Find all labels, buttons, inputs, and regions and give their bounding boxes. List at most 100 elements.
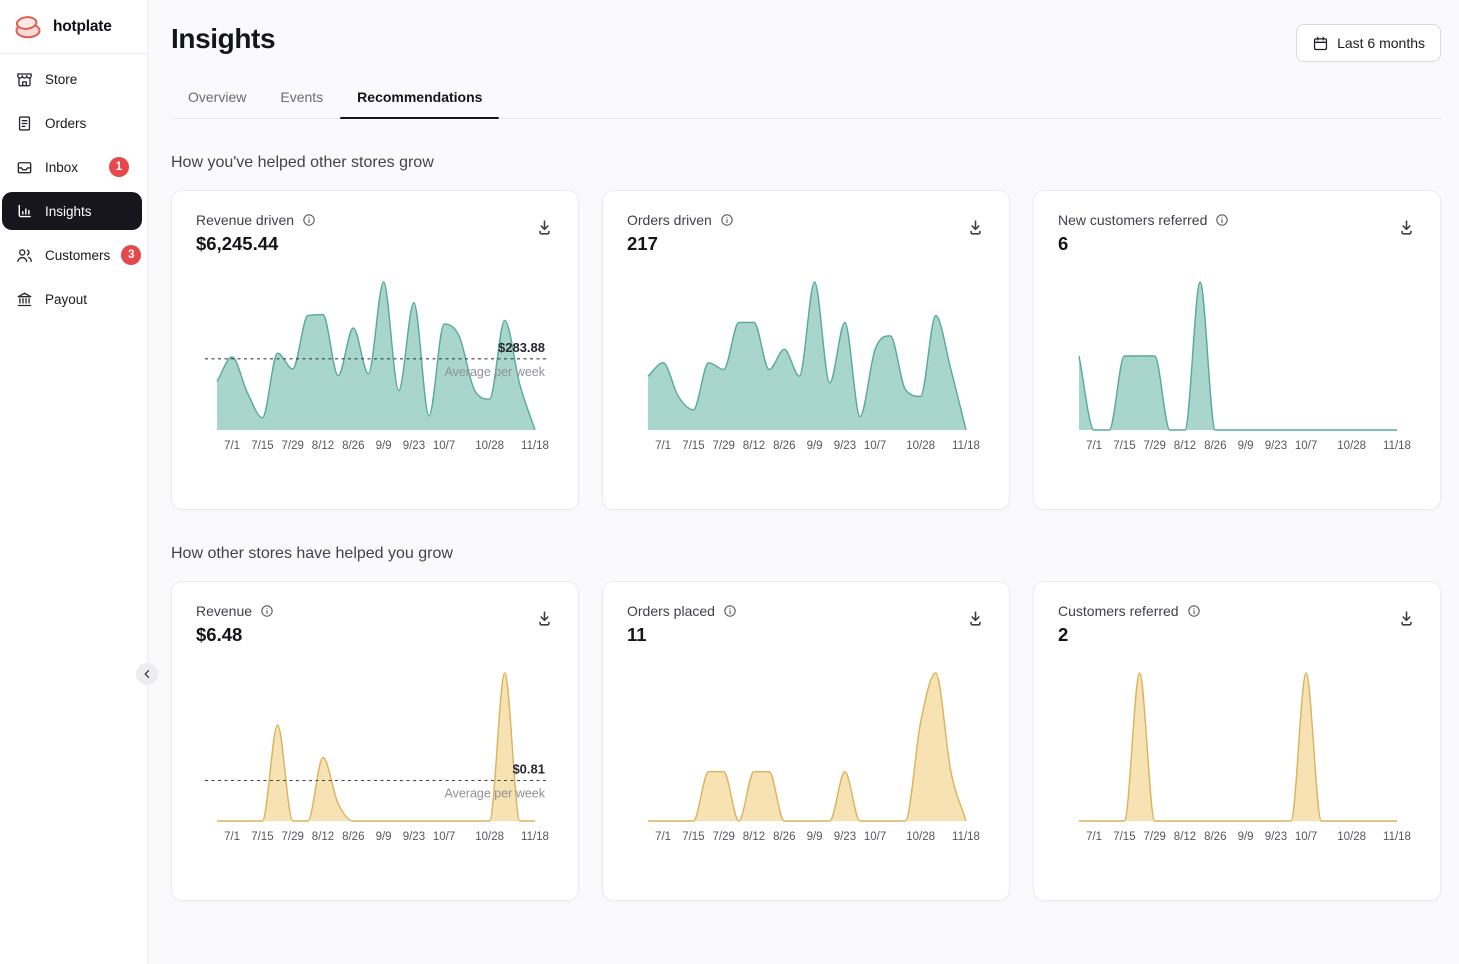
svg-text:7/1: 7/1: [655, 831, 671, 843]
sidebar-collapse-button[interactable]: [136, 663, 158, 685]
svg-text:10/28: 10/28: [906, 831, 935, 843]
svg-text:11/18: 11/18: [1383, 831, 1411, 843]
download-button[interactable]: [1393, 214, 1420, 241]
svg-text:11/18: 11/18: [521, 831, 549, 843]
download-button[interactable]: [962, 214, 989, 241]
svg-text:9/9: 9/9: [1238, 440, 1254, 452]
metric-value: 6: [1058, 233, 1069, 254]
page-title: Insights: [171, 23, 276, 54]
svg-text:9/23: 9/23: [834, 440, 856, 452]
sidebar-item-inbox[interactable]: Inbox 1: [0, 145, 147, 189]
svg-text:7/1: 7/1: [224, 831, 240, 843]
svg-text:9/23: 9/23: [403, 831, 425, 843]
logo: hotplate: [0, 0, 147, 54]
people-icon: [15, 246, 34, 265]
svg-text:11/18: 11/18: [952, 440, 980, 452]
metric-label: New customers referred: [1058, 212, 1208, 228]
svg-text:8/26: 8/26: [773, 440, 795, 452]
metric-card-new-customers-referred: New customers referred 6 7/1 7/15 7/29 8/12…: [1033, 190, 1441, 510]
svg-text:8/26: 8/26: [1204, 440, 1226, 452]
svg-text:10/7: 10/7: [864, 440, 886, 452]
area-chart-customers-referred: 7/1 7/15 7/29 8/12 8/26 9/9 9/23 10/7 10/28 11/18: [1078, 672, 1411, 843]
receipt-icon: [15, 114, 34, 133]
chevron-left-icon: [141, 668, 153, 680]
info-icon[interactable]: [1187, 604, 1201, 618]
svg-text:10/28: 10/28: [906, 440, 935, 452]
customers-badge: 3: [121, 245, 142, 265]
svg-text:7/15: 7/15: [251, 440, 273, 452]
tab-events[interactable]: Events: [280, 89, 324, 105]
section-heading: How you've helped other stores grow: [171, 154, 434, 171]
metric-card-customers-referred: Customers referred 2 7/1 7/15 7/29 8/12 8/26…: [1033, 581, 1441, 901]
sidebar-item-payout[interactable]: Payout: [0, 277, 147, 321]
svg-text:8/26: 8/26: [342, 440, 364, 452]
metric-card-revenue: Revenue $6.48 $0.81 Average per week 7/1 7/…: [171, 581, 579, 901]
metric-value: 2: [1058, 624, 1069, 645]
svg-text:7/29: 7/29: [282, 440, 304, 452]
tab-overview[interactable]: Overview: [188, 89, 247, 105]
svg-text:11/18: 11/18: [952, 831, 980, 843]
hotplate-logo-icon: [12, 11, 44, 43]
cards-row: Revenue driven $6,245.44 $283.88 Average …: [171, 190, 1441, 510]
metric-value: 217: [627, 233, 658, 254]
svg-text:9/9: 9/9: [376, 831, 392, 843]
svg-text:10/7: 10/7: [1295, 831, 1317, 843]
bank-icon: [15, 290, 34, 309]
svg-text:9/9: 9/9: [807, 440, 823, 452]
metric-card-revenue-driven: Revenue driven $6,245.44 $283.88 Average …: [171, 190, 579, 510]
svg-text:8/12: 8/12: [743, 831, 765, 843]
svg-text:11/18: 11/18: [521, 440, 549, 452]
svg-text:8/12: 8/12: [1174, 440, 1196, 452]
download-button[interactable]: [531, 605, 558, 632]
svg-text:7/15: 7/15: [251, 831, 273, 843]
svg-text:7/1: 7/1: [1086, 831, 1102, 843]
metric-label: Customers referred: [1058, 603, 1179, 619]
sidebar-item-label: Inbox: [45, 159, 79, 175]
sidebar: hotplate Store Orders: [0, 0, 148, 964]
svg-text:7/15: 7/15: [1113, 440, 1135, 452]
cards-row: Revenue $6.48 $0.81 Average per week 7/1 7/…: [171, 581, 1441, 901]
sidebar-item-label: Customers: [45, 247, 111, 263]
info-icon[interactable]: [720, 213, 734, 227]
svg-text:Average per week: Average per week: [444, 787, 545, 801]
metric-value: $6,245.44: [196, 233, 279, 254]
sidebar-item-label: Payout: [45, 291, 88, 307]
sidebar-item-label: Insights: [45, 203, 92, 219]
sidebar-item-store[interactable]: Store: [0, 57, 147, 101]
area-chart-revenue-driven: $283.88 Average per week 7/1 7/15 7/29 8/12 8/…: [205, 281, 549, 452]
svg-text:7/1: 7/1: [655, 440, 671, 452]
info-icon[interactable]: [723, 604, 737, 618]
svg-text:7/29: 7/29: [713, 831, 735, 843]
tab-recommendations[interactable]: Recommendations: [340, 89, 500, 119]
svg-text:7/15: 7/15: [682, 831, 704, 843]
info-icon[interactable]: [260, 604, 274, 618]
download-button[interactable]: [962, 605, 989, 632]
svg-text:8/12: 8/12: [1174, 831, 1196, 843]
download-button[interactable]: [1393, 605, 1420, 632]
svg-text:9/9: 9/9: [1238, 831, 1254, 843]
bar-chart-icon: [15, 202, 34, 221]
svg-text:9/23: 9/23: [1265, 440, 1287, 452]
download-button[interactable]: [531, 214, 558, 241]
info-icon[interactable]: [302, 213, 316, 227]
sidebar-item-insights[interactable]: Insights: [2, 192, 142, 230]
svg-text:9/9: 9/9: [376, 440, 392, 452]
svg-text:8/12: 8/12: [312, 831, 334, 843]
svg-text:7/15: 7/15: [682, 440, 704, 452]
svg-text:9/23: 9/23: [834, 831, 856, 843]
svg-text:Average per week: Average per week: [444, 365, 545, 379]
section-heading: How other stores have helped you grow: [171, 545, 453, 562]
date-range-label: Last 6 months: [1337, 35, 1425, 51]
svg-text:10/28: 10/28: [1337, 831, 1366, 843]
date-range-button[interactable]: Last 6 months: [1296, 24, 1441, 62]
svg-text:$0.81: $0.81: [512, 762, 545, 777]
svg-text:7/29: 7/29: [282, 831, 304, 843]
storefront-icon: [15, 70, 34, 89]
sidebar-item-orders[interactable]: Orders: [0, 101, 147, 145]
svg-text:7/29: 7/29: [1144, 831, 1166, 843]
svg-text:7/1: 7/1: [224, 440, 240, 452]
sidebar-item-customers[interactable]: Customers 3: [0, 233, 147, 277]
svg-text:10/28: 10/28: [1337, 440, 1366, 452]
info-icon[interactable]: [1215, 213, 1229, 227]
svg-text:8/26: 8/26: [773, 831, 795, 843]
